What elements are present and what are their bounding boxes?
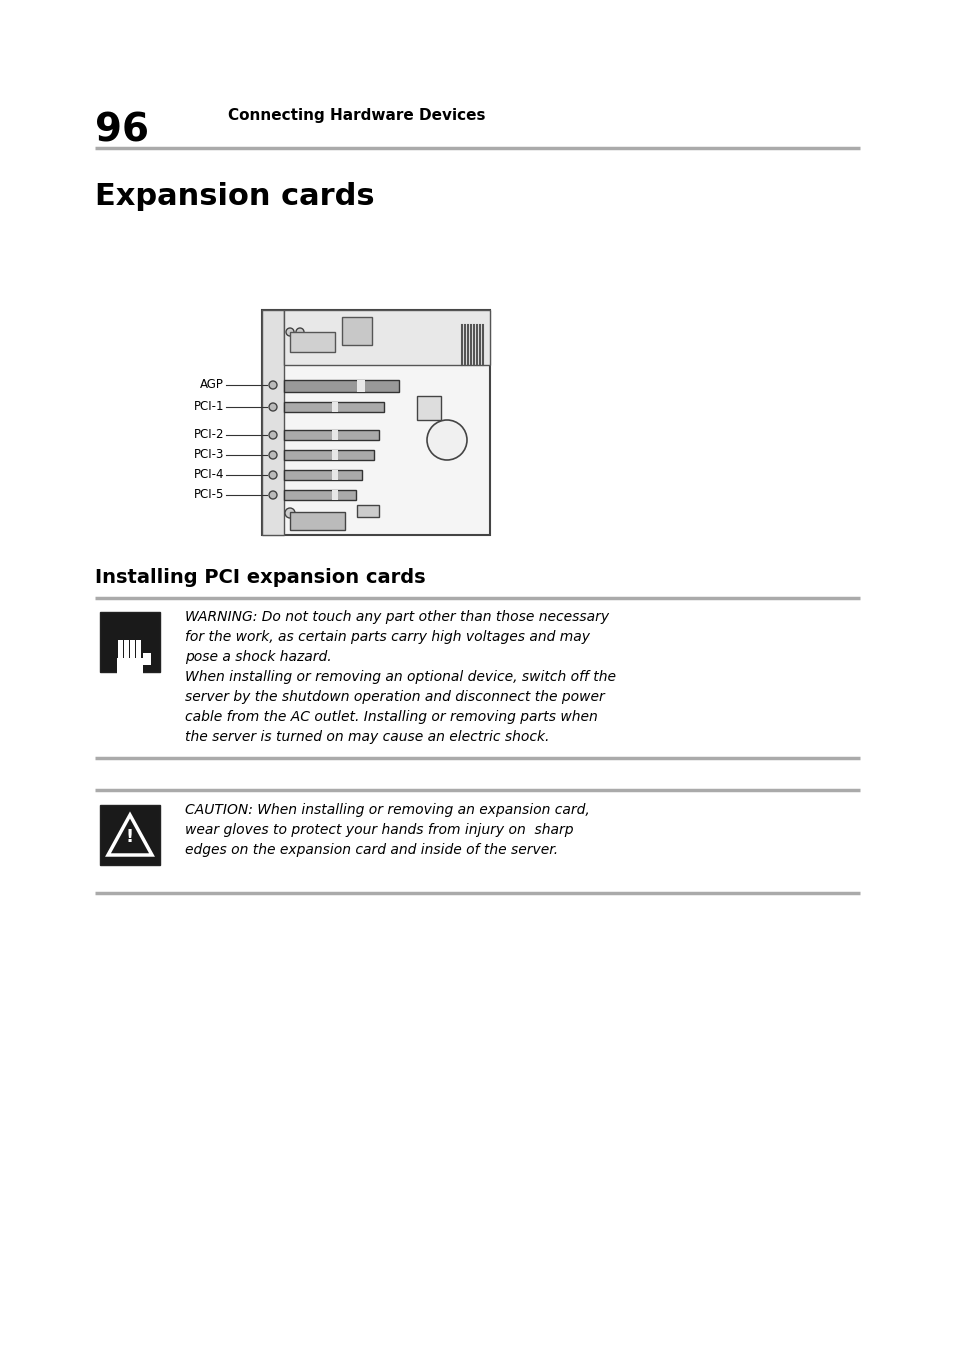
Bar (284, 450, 374, 459)
Bar (332, 490, 337, 500)
Text: Expansion cards: Expansion cards (95, 182, 375, 211)
Bar (262, 309, 284, 535)
Circle shape (269, 490, 276, 499)
Bar (416, 396, 440, 420)
Text: PCI-3: PCI-3 (193, 449, 224, 462)
Bar (284, 430, 378, 440)
Circle shape (269, 431, 276, 439)
Text: CAUTION: When installing or removing an expansion card,
wear gloves to protect y: CAUTION: When installing or removing an … (185, 802, 589, 857)
Bar (332, 450, 337, 459)
Circle shape (286, 328, 294, 336)
Text: Connecting Hardware Devices: Connecting Hardware Devices (228, 108, 485, 123)
Circle shape (427, 420, 467, 459)
Bar (332, 403, 337, 412)
Circle shape (269, 403, 276, 411)
Text: PCI-4: PCI-4 (193, 469, 224, 481)
Bar (332, 470, 337, 480)
Bar (130, 640, 135, 658)
Bar (262, 309, 490, 535)
Bar (100, 805, 160, 865)
Circle shape (269, 471, 276, 480)
Bar (284, 470, 361, 480)
Bar (117, 658, 143, 680)
Bar (290, 332, 335, 353)
Bar (118, 640, 123, 658)
Bar (100, 612, 160, 671)
Text: !: ! (126, 828, 134, 846)
Text: Installing PCI expansion cards: Installing PCI expansion cards (95, 567, 425, 586)
Bar (332, 430, 337, 440)
Text: WARNING: Do not touch any part other than those necessary
for the work, as certa: WARNING: Do not touch any part other tha… (185, 611, 608, 665)
Bar (136, 640, 141, 658)
Bar (284, 380, 398, 392)
Circle shape (295, 328, 304, 336)
Bar (284, 403, 384, 412)
Bar (290, 512, 345, 530)
Bar (143, 653, 151, 665)
Bar (124, 640, 129, 658)
Circle shape (285, 508, 294, 517)
Text: When installing or removing an optional device, switch off the
server by the shu: When installing or removing an optional … (185, 670, 616, 744)
Text: PCI-2: PCI-2 (193, 428, 224, 442)
Text: 96: 96 (95, 112, 149, 150)
Bar (356, 380, 365, 392)
Circle shape (269, 381, 276, 389)
Text: PCI-1: PCI-1 (193, 400, 224, 413)
Text: AGP: AGP (200, 378, 224, 392)
Bar (356, 505, 378, 517)
Bar (284, 490, 355, 500)
Bar (341, 317, 372, 345)
Text: PCI-5: PCI-5 (193, 489, 224, 501)
Circle shape (269, 451, 276, 459)
Bar (284, 309, 490, 365)
